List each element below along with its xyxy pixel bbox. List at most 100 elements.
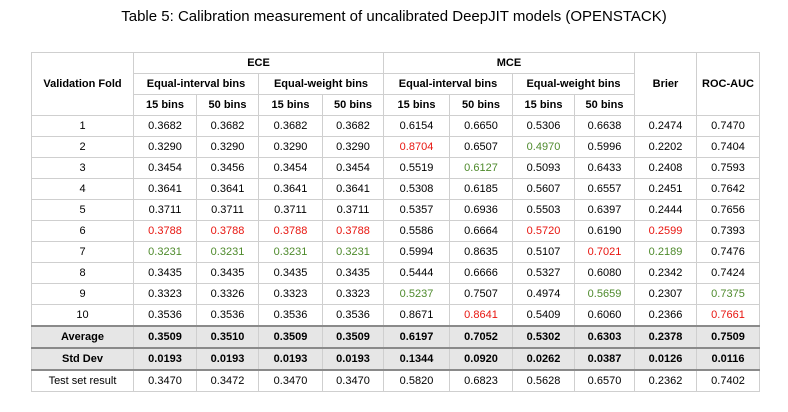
table-cell: 0.5519 — [383, 157, 450, 179]
table-cell: 0.0193 — [196, 347, 259, 371]
table-cell: 0.7642 — [696, 178, 760, 200]
row-label: Average — [31, 325, 134, 349]
table-cell: 0.6060 — [574, 304, 635, 327]
table-cell: 0.6664 — [449, 220, 513, 242]
table-cell: 0.6570 — [574, 369, 635, 392]
table-cell: 0.3435 — [196, 262, 259, 284]
header-bins-15: 15 bins — [258, 94, 323, 116]
table-cell: 0.8704 — [383, 136, 450, 158]
table-cell: 0.4974 — [512, 283, 575, 305]
table-cell: 0.7375 — [696, 283, 760, 305]
table-cell: 0.8671 — [383, 304, 450, 327]
table-cell: 0.3454 — [322, 157, 384, 179]
table-cell: 0.3711 — [322, 199, 384, 221]
table-cell: 0.3682 — [322, 115, 384, 137]
table-cell: 0.3682 — [196, 115, 259, 137]
table-cell: 0.6557 — [574, 178, 635, 200]
table-row: 5 0.3711 0.3711 0.3711 0.3711 0.5357 0.6936 0.5… — [31, 199, 760, 221]
table-cell: 0.5607 — [512, 178, 575, 200]
table-cell: 0.5093 — [512, 157, 575, 179]
header-roc-auc: ROC-AUC — [696, 52, 760, 116]
table-cell: 0.0126 — [634, 347, 697, 371]
table-cell: 0.5444 — [383, 262, 450, 284]
table-cell: 0.6303 — [574, 325, 635, 349]
table-row: 6 0.3788 0.3788 0.3788 0.3788 0.5586 0.6664 0.5… — [31, 220, 760, 242]
header-bins-50: 50 bins — [196, 94, 259, 116]
table-cell: 0.5994 — [383, 241, 450, 263]
table-cell: 0.1344 — [383, 347, 450, 371]
row-label: 7 — [31, 241, 134, 263]
table-cell: 0.3711 — [196, 199, 259, 221]
table-cell: 0.3290 — [258, 136, 323, 158]
header-ece-equal-weight: Equal-weight bins — [258, 73, 384, 95]
table-cell: 0.5820 — [383, 369, 450, 392]
table-row: Test set result 0.3470 0.3472 0.3470 0.3470 0… — [31, 369, 760, 392]
table-cell: 0.5302 — [512, 325, 575, 349]
table-cell: 0.7470 — [696, 115, 760, 137]
table-cell: 0.3682 — [133, 115, 197, 137]
table-cell: 0.3290 — [196, 136, 259, 158]
row-label: 6 — [31, 220, 134, 242]
table-cell: 0.3326 — [196, 283, 259, 305]
table-cell: 0.3454 — [258, 157, 323, 179]
header-bins-15: 15 bins — [383, 94, 450, 116]
header-ece-equal-interval: Equal-interval bins — [133, 73, 259, 95]
table-row: 7 0.3231 0.3231 0.3231 0.3231 0.5994 0.8635 0.5… — [31, 241, 760, 263]
table-cell: 0.5308 — [383, 178, 450, 200]
table-cell: 0.2451 — [634, 178, 697, 200]
header-mce: MCE — [383, 52, 635, 74]
table-cell: 0.2202 — [634, 136, 697, 158]
table-body: 1 0.3682 0.3682 0.3682 0.3682 0.6154 0.6650 0.5… — [31, 115, 760, 392]
table-cell: 0.5503 — [512, 199, 575, 221]
table-cell: 0.6433 — [574, 157, 635, 179]
table-cell: 0.5306 — [512, 115, 575, 137]
table-cell: 0.5659 — [574, 283, 635, 305]
header-bins-15: 15 bins — [512, 94, 575, 116]
table-row: 4 0.3641 0.3641 0.3641 0.3641 0.5308 0.6185 0.5… — [31, 178, 760, 200]
row-label: 4 — [31, 178, 134, 200]
table-row: Std Dev 0.0193 0.0193 0.0193 0.0193 0.1344 0.0… — [31, 347, 760, 371]
table-cell: 0.3510 — [196, 325, 259, 349]
table-cell: 0.3323 — [322, 283, 384, 305]
table-cell: 0.3641 — [196, 178, 259, 200]
table-cell: 0.6650 — [449, 115, 513, 137]
table-cell: 0.6185 — [449, 178, 513, 200]
row-label: Std Dev — [31, 347, 134, 371]
table-cell: 0.3470 — [322, 369, 384, 392]
table-cell: 0.6154 — [383, 115, 450, 137]
table-cell: 0.7402 — [696, 369, 760, 392]
table-cell: 0.7593 — [696, 157, 760, 179]
table-cell: 0.3456 — [196, 157, 259, 179]
table-cell: 0.3788 — [322, 220, 384, 242]
table-cell: 0.8641 — [449, 304, 513, 327]
table-cell: 0.3231 — [258, 241, 323, 263]
table-cell: 0.6936 — [449, 199, 513, 221]
table-cell: 0.3435 — [133, 262, 197, 284]
row-label: 10 — [31, 304, 134, 327]
table-cell: 0.5628 — [512, 369, 575, 392]
table-cell: 0.3323 — [133, 283, 197, 305]
table-cell: 0.3454 — [133, 157, 197, 179]
header-brier: Brier — [634, 52, 697, 116]
table-row: 2 0.3290 0.3290 0.3290 0.3290 0.8704 0.6507 0.4… — [31, 136, 760, 158]
header-bins-50: 50 bins — [449, 94, 513, 116]
row-label: 8 — [31, 262, 134, 284]
row-label: 9 — [31, 283, 134, 305]
table-cell: 0.2342 — [634, 262, 697, 284]
table-cell: 0.3435 — [322, 262, 384, 284]
table-cell: 0.2378 — [634, 325, 697, 349]
table-cell: 0.3682 — [258, 115, 323, 137]
table-cell: 0.6507 — [449, 136, 513, 158]
table-cell: 0.0193 — [258, 347, 323, 371]
table-cell: 0.5357 — [383, 199, 450, 221]
table-cell: 0.2366 — [634, 304, 697, 327]
calibration-table: Validation Fold ECE MCE Brier ROC-AUC Eq… — [31, 52, 760, 392]
header-mce-equal-interval: Equal-interval bins — [383, 73, 513, 95]
table-cell: 0.6666 — [449, 262, 513, 284]
table-cell: 0.3509 — [322, 325, 384, 349]
row-label: 3 — [31, 157, 134, 179]
table-cell: 0.3641 — [133, 178, 197, 200]
table-cell: 0.7661 — [696, 304, 760, 327]
table-cell: 0.3788 — [258, 220, 323, 242]
table-cell: 0.5586 — [383, 220, 450, 242]
